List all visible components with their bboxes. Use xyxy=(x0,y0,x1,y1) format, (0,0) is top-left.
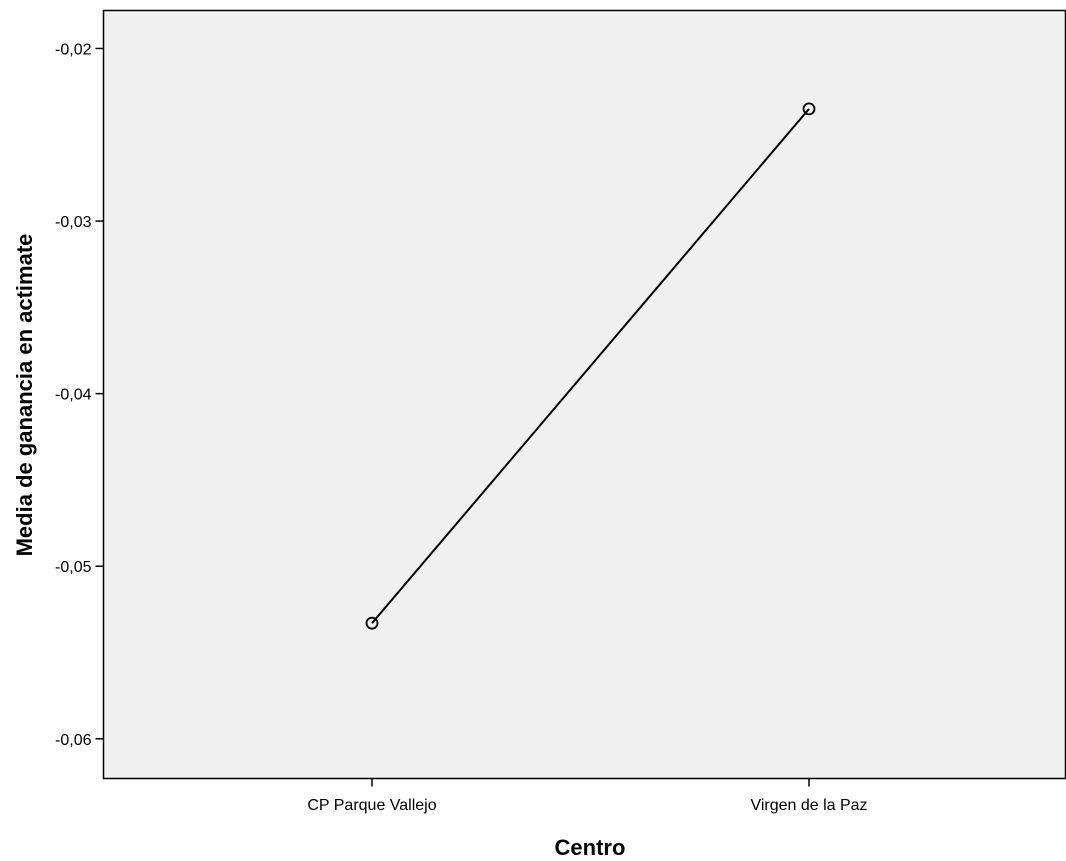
y-tick-label: -0,04 xyxy=(55,387,92,404)
x-axis: CP Parque Vallejo Virgen de la Paz xyxy=(307,778,868,814)
data-point xyxy=(365,616,379,630)
y-tick-label: -0,02 xyxy=(55,41,92,58)
x-axis-title: Centro xyxy=(555,835,626,860)
y-axis: -0,02 -0,03 -0,04 -0,05 -0,06 xyxy=(55,41,104,749)
y-tick-label: -0,05 xyxy=(55,559,92,576)
y-tick-label: -0,06 xyxy=(55,732,92,749)
series-path xyxy=(371,108,810,624)
series-line xyxy=(365,102,816,630)
plot-area xyxy=(102,9,1066,780)
x-tick-label: Virgen de la Paz xyxy=(750,797,867,814)
y-axis-title: Media de ganancia en actimate xyxy=(12,234,37,557)
x-tick-label: CP Parque Vallejo xyxy=(307,797,436,814)
data-point xyxy=(802,102,816,116)
y-tick-label: -0,03 xyxy=(55,214,92,231)
